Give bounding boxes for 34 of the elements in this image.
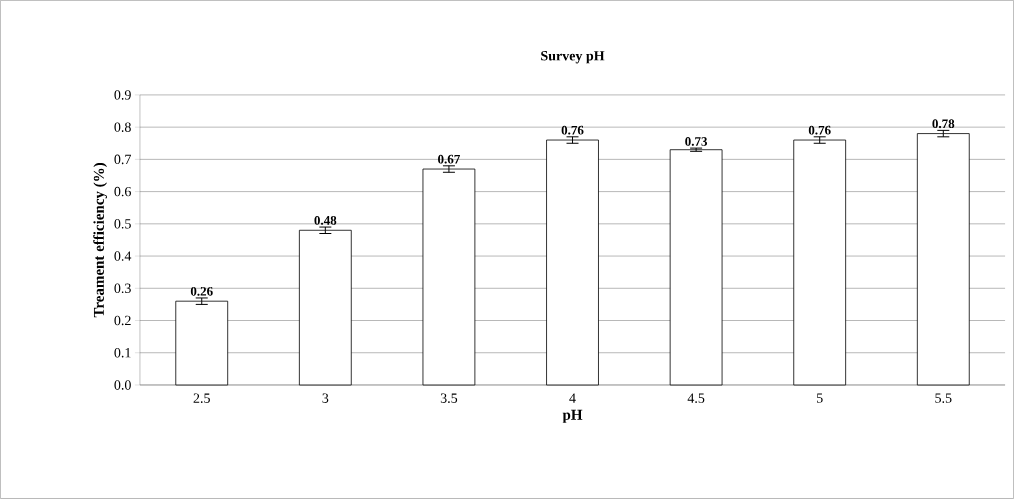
data-label: 0.48 <box>314 216 337 225</box>
y-tick-label: 0.3 <box>114 283 131 294</box>
x-tick-label: 5.5 <box>935 393 952 403</box>
y-tick-label: 0.4 <box>114 251 132 261</box>
data-label: 0.78 <box>932 119 955 129</box>
chart-title: Survey pH <box>541 51 605 64</box>
y-tick-label: 0.1 <box>114 348 131 358</box>
y-tick-label: 0.8 <box>114 122 131 132</box>
data-label: 0.76 <box>808 125 831 135</box>
data-label: 0.67 <box>438 154 460 164</box>
x-tick-label: 3 <box>322 393 329 403</box>
x-tick-label: 2.5 <box>193 393 210 404</box>
y-tick-label: 0.2 <box>114 315 131 326</box>
bar <box>793 139 847 386</box>
x-tick-label: 5 <box>817 393 823 403</box>
data-label: 0.76 <box>561 125 584 135</box>
y-tick-label: 0.0 <box>114 380 131 390</box>
x-tick-label: 4.5 <box>687 393 705 403</box>
y-tick-label: 0.6 <box>114 186 131 197</box>
x-tick-label: 3.5 <box>440 393 458 404</box>
bar <box>422 168 476 386</box>
data-label: 0.73 <box>685 137 708 146</box>
y-axis-title: Treament efficiency (%) <box>93 163 108 318</box>
x-tick-label: 4 <box>569 393 576 403</box>
y-tick-label: 0.7 <box>114 154 131 165</box>
bar <box>669 149 723 386</box>
y-tick-label: 0.5 <box>114 219 131 229</box>
y-tick-label: 0.9 <box>114 90 131 100</box>
bar <box>546 139 599 386</box>
data-label: 0.26 <box>190 286 213 296</box>
bar <box>298 229 352 386</box>
x-axis-title: pH <box>562 409 583 423</box>
bar <box>916 133 970 386</box>
bar <box>175 300 229 386</box>
